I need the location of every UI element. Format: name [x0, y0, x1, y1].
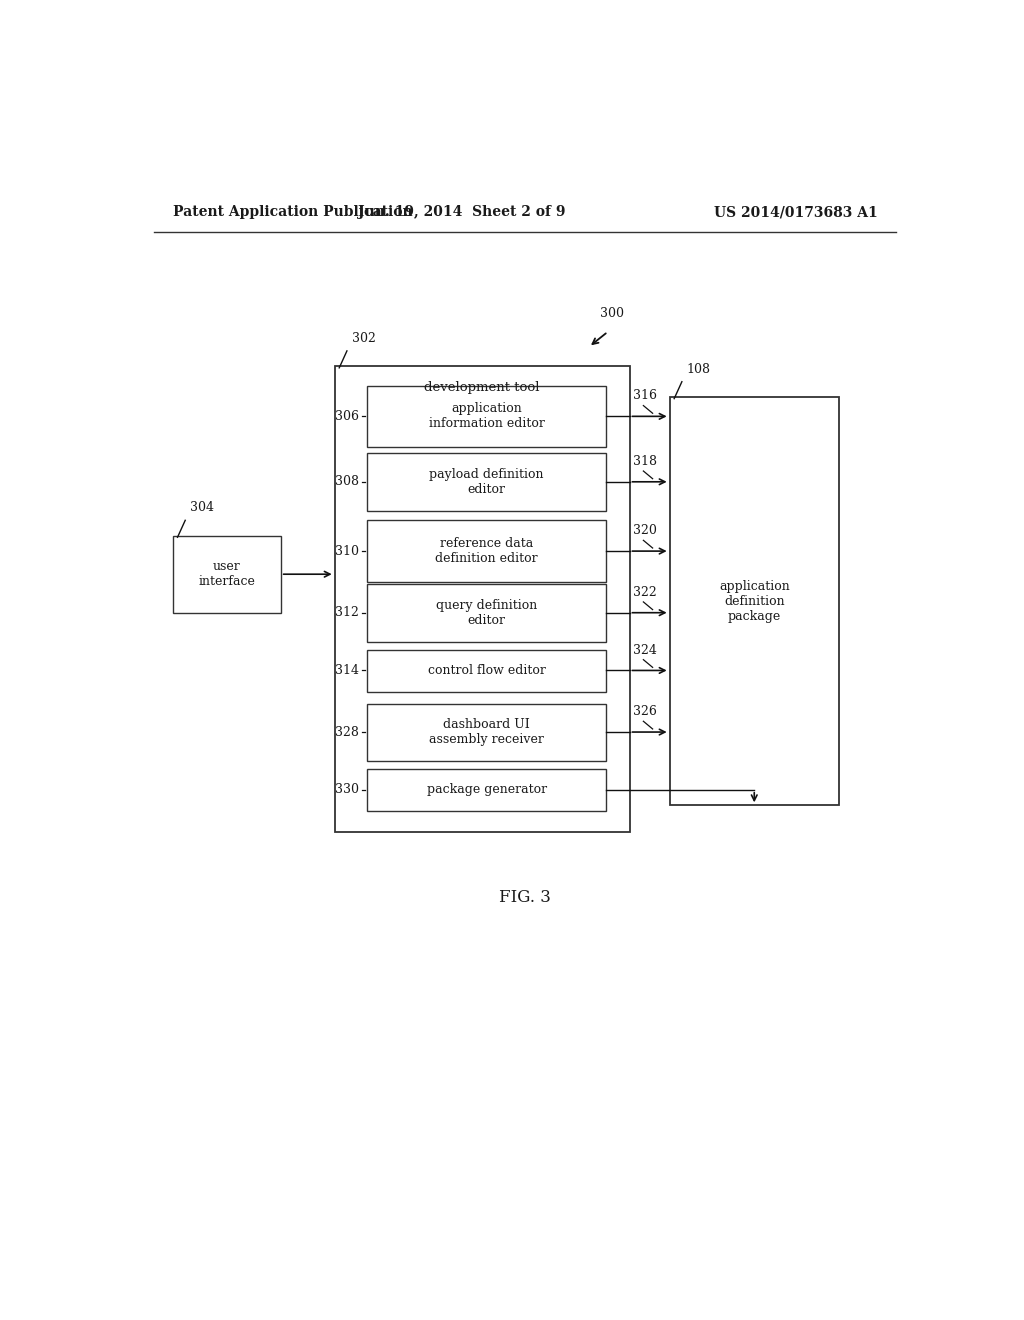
Text: 320: 320: [634, 524, 657, 537]
Text: 308: 308: [335, 475, 359, 488]
Bar: [367, 585, 606, 642]
Text: 300: 300: [600, 308, 625, 321]
Text: 310: 310: [335, 545, 359, 557]
Text: 326: 326: [634, 705, 657, 718]
Text: package generator: package generator: [427, 783, 547, 796]
Text: 324: 324: [634, 644, 657, 656]
Text: query definition
editor: query definition editor: [436, 599, 538, 627]
Text: 330: 330: [335, 783, 359, 796]
Bar: [367, 520, 606, 582]
Text: 306: 306: [335, 409, 359, 422]
Bar: [335, 367, 630, 832]
Text: development tool: development tool: [424, 381, 540, 395]
Text: dashboard UI
assembly receiver: dashboard UI assembly receiver: [429, 718, 544, 746]
Text: payload definition
editor: payload definition editor: [429, 467, 544, 496]
Text: FIG. 3: FIG. 3: [499, 890, 551, 906]
Text: Patent Application Publication: Patent Application Publication: [173, 206, 413, 219]
Bar: [173, 536, 281, 612]
Bar: [367, 704, 606, 762]
Text: 108: 108: [686, 363, 711, 376]
Text: application
definition
package: application definition package: [719, 579, 790, 623]
Text: 328: 328: [336, 726, 359, 739]
Bar: [670, 397, 839, 805]
Text: 322: 322: [634, 586, 657, 599]
Bar: [367, 453, 606, 511]
Bar: [367, 770, 606, 812]
Text: US 2014/0173683 A1: US 2014/0173683 A1: [714, 206, 878, 219]
Text: 314: 314: [335, 664, 359, 677]
Text: 304: 304: [189, 502, 214, 515]
Text: user
interface: user interface: [199, 560, 255, 589]
Text: Jun. 19, 2014  Sheet 2 of 9: Jun. 19, 2014 Sheet 2 of 9: [358, 206, 565, 219]
Text: 312: 312: [336, 606, 359, 619]
Text: 318: 318: [634, 455, 657, 469]
Bar: [367, 385, 606, 447]
Text: control flow editor: control flow editor: [428, 664, 546, 677]
Text: 302: 302: [351, 331, 376, 345]
Text: application
information editor: application information editor: [429, 403, 545, 430]
Text: reference data
definition editor: reference data definition editor: [435, 537, 538, 565]
Text: 316: 316: [634, 389, 657, 403]
Bar: [367, 649, 606, 692]
